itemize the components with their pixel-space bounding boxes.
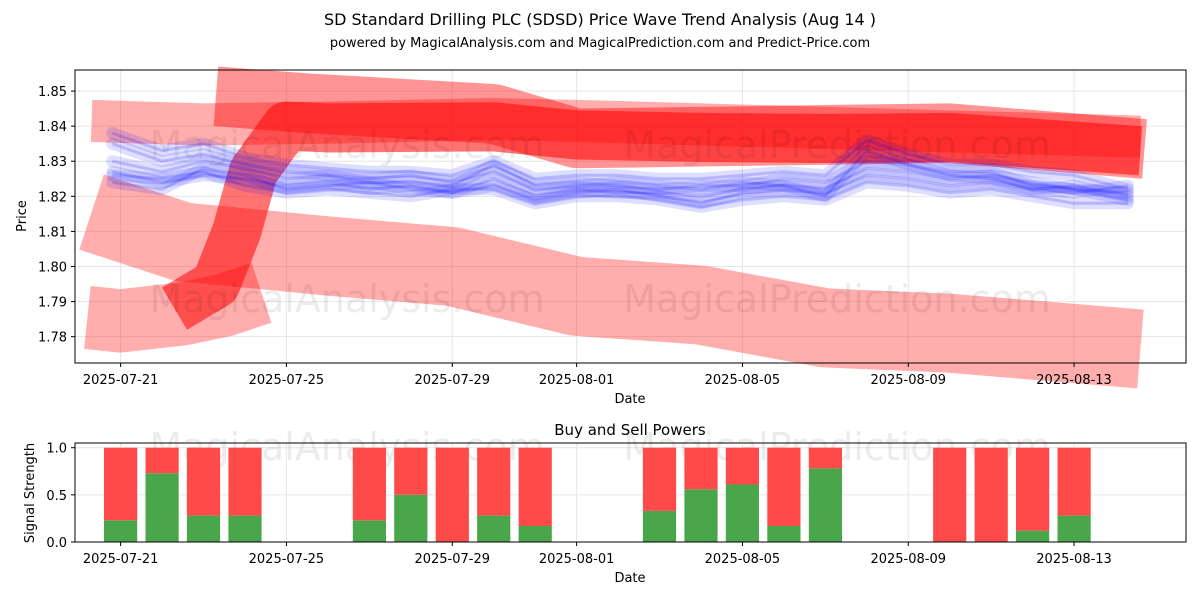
price-x-tick-label: 2025-08-09 bbox=[870, 373, 946, 388]
blue-wave-line bbox=[106, 162, 1134, 203]
price-x-tick-label: 2025-08-01 bbox=[539, 373, 615, 388]
sell-bar bbox=[518, 447, 552, 526]
power-y-tick-label: 1.0 bbox=[46, 442, 67, 457]
blue-wave-lines bbox=[106, 127, 1134, 213]
price-x-axis-label: Date bbox=[614, 392, 645, 407]
blue-wave-core bbox=[111, 159, 1129, 198]
sell-bar bbox=[642, 447, 677, 511]
price-y-axis-label: Price bbox=[15, 200, 30, 232]
power-plot-frame bbox=[74, 442, 1187, 543]
buy-bar bbox=[477, 515, 511, 542]
power-x-tick-label: 2025-08-09 bbox=[870, 552, 946, 567]
blue-wave-line bbox=[106, 165, 1134, 213]
blue-wave-core bbox=[111, 166, 1129, 198]
buy-bar bbox=[808, 468, 842, 542]
sell-bar bbox=[228, 447, 262, 516]
price-y-tick-label: 1.81 bbox=[38, 225, 67, 240]
power-x-tick-label: 2025-08-01 bbox=[539, 552, 615, 567]
power-y-tick-label: 0.0 bbox=[46, 536, 67, 551]
buy-bar bbox=[518, 526, 552, 542]
sell-bar bbox=[684, 447, 718, 490]
power-axes: 2025-07-21 2025-07-25 2025-07-29 2025-08-01… bbox=[46, 442, 1112, 567]
buy-bar bbox=[725, 484, 759, 542]
power-x-tick-label: 2025-08-05 bbox=[705, 552, 781, 567]
buy-bar bbox=[352, 520, 386, 542]
buy-bar bbox=[1016, 530, 1050, 542]
blue-wave-line bbox=[106, 162, 1134, 210]
blue-wave-line bbox=[106, 155, 1134, 203]
watermark-analysis: MagicalAnalysis.com bbox=[149, 277, 544, 321]
watermark-analysis: MagicalAnalysis.com bbox=[149, 123, 544, 167]
buy-bar bbox=[394, 494, 428, 542]
power-x-tick-label: 2025-07-25 bbox=[249, 552, 325, 567]
red-band-lower-band bbox=[79, 174, 1144, 389]
price-x-tick-label: 2025-07-29 bbox=[414, 373, 490, 388]
watermark-prediction: MagicalPrediction.com bbox=[623, 277, 1051, 321]
sell-bar bbox=[1016, 447, 1050, 531]
buy-bar bbox=[228, 515, 262, 542]
sell-bar bbox=[725, 447, 759, 485]
blue-wave-core bbox=[112, 170, 1128, 209]
blue-wave-line bbox=[106, 127, 1134, 196]
red-band-bottom-band bbox=[84, 262, 272, 353]
buy-sell-bars bbox=[104, 447, 1091, 542]
price-x-tick-label: 2025-07-21 bbox=[83, 373, 159, 388]
blue-wave-core bbox=[112, 166, 1129, 205]
price-y-tick-label: 1.79 bbox=[38, 296, 67, 311]
power-x-tick-label: 2025-07-29 bbox=[414, 552, 490, 567]
sell-bar bbox=[394, 447, 428, 495]
price-x-tick-label: 2025-08-13 bbox=[1036, 373, 1112, 388]
price-x-tick-label: 2025-08-05 bbox=[705, 373, 781, 388]
sell-bar bbox=[767, 447, 801, 526]
price-y-tick-label: 1.84 bbox=[38, 120, 67, 135]
price-y-tick-label: 1.83 bbox=[38, 155, 67, 170]
chart-subtitle: powered by MagicalAnalysis.com and Magic… bbox=[330, 36, 870, 51]
price-watermarks: MagicalAnalysis.com MagicalPrediction.co… bbox=[149, 123, 1050, 321]
sell-bar bbox=[933, 447, 967, 542]
chart-title: SD Standard Drilling PLC (SDSD) Price Wa… bbox=[324, 10, 876, 29]
buy-bar bbox=[1057, 515, 1091, 542]
power-chart-title: Buy and Sell Powers bbox=[554, 421, 706, 439]
sell-bar bbox=[477, 447, 511, 516]
power-y-axis-label: Signal Strength bbox=[23, 443, 38, 543]
red-band-cross-band bbox=[161, 101, 1143, 330]
blue-wave-line bbox=[106, 137, 1134, 206]
power-x-axis-label: Date bbox=[614, 571, 645, 586]
sell-bar bbox=[1057, 447, 1091, 516]
price-y-tick-label: 1.80 bbox=[38, 261, 67, 276]
sell-bar bbox=[186, 447, 221, 516]
buy-bar bbox=[104, 520, 138, 542]
red-trend-bands bbox=[79, 66, 1147, 389]
price-x-tick-label: 2025-07-25 bbox=[249, 373, 325, 388]
buy-bar bbox=[186, 515, 221, 542]
sell-bar bbox=[974, 447, 1008, 542]
sell-bar bbox=[104, 447, 138, 521]
watermark-prediction: MagicalPrediction.com bbox=[623, 123, 1051, 167]
power-x-tick-label: 2025-07-21 bbox=[83, 552, 159, 567]
blue-wave-core bbox=[111, 142, 1129, 202]
price-y-tick-label: 1.78 bbox=[38, 331, 67, 346]
price-plot-frame bbox=[74, 69, 1187, 364]
buy-bar bbox=[145, 473, 179, 542]
buy-bar bbox=[767, 526, 801, 542]
price-axes: 2025-07-21 2025-07-25 2025-07-29 2025-08-01… bbox=[38, 85, 1112, 388]
price-y-tick-label: 1.85 bbox=[38, 85, 67, 100]
power-y-tick-label: 0.5 bbox=[46, 489, 67, 504]
sell-bar bbox=[808, 447, 842, 469]
buy-bar bbox=[642, 510, 677, 542]
sell-bar bbox=[435, 447, 469, 542]
blue-wave-core bbox=[111, 131, 1129, 191]
price-y-tick-label: 1.82 bbox=[38, 190, 67, 205]
sell-bar bbox=[145, 447, 179, 474]
power-x-tick-label: 2025-08-13 bbox=[1036, 552, 1112, 567]
buy-bar bbox=[684, 489, 718, 542]
sell-bar bbox=[352, 447, 386, 521]
